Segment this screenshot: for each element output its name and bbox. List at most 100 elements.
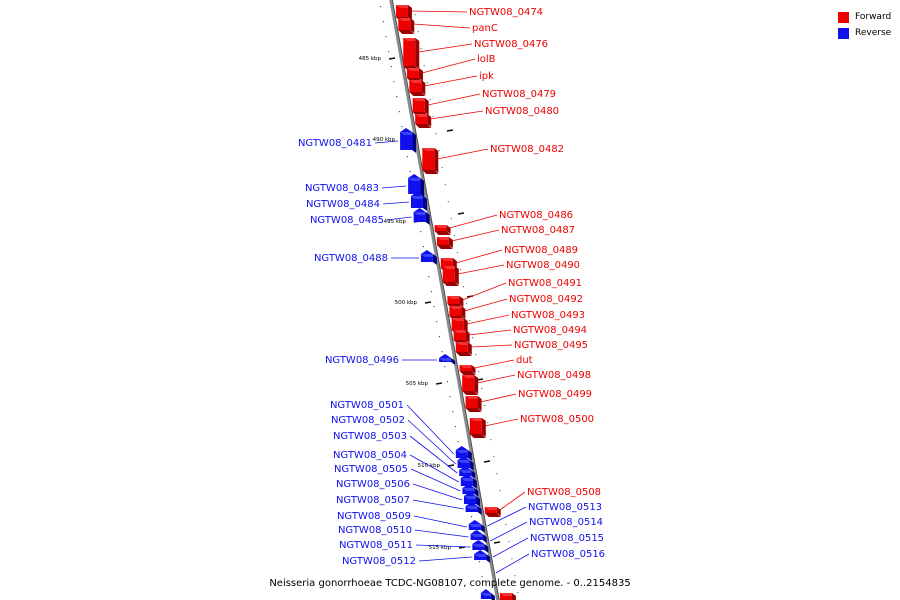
reverse-gene-label[interactable]: NGTW08_0485 xyxy=(310,215,384,226)
reverse-gene-block[interactable] xyxy=(468,520,485,533)
reverse-gene-label[interactable]: NGTW08_0513 xyxy=(528,502,602,513)
reverse-gene-label[interactable]: NGTW08_0481 xyxy=(298,138,372,149)
reverse-gene-label[interactable]: NGTW08_0515 xyxy=(530,533,604,544)
forward-gene-leader xyxy=(413,23,471,29)
reverse-gene-label[interactable]: NGTW08_0506 xyxy=(336,479,410,490)
forward-gene-block[interactable] xyxy=(409,80,426,96)
reverse-gene-label[interactable]: NGTW08_0503 xyxy=(333,431,407,442)
reverse-gene-block[interactable] xyxy=(459,466,476,479)
reverse-gene-block[interactable] xyxy=(472,540,489,553)
forward-gene-leader xyxy=(474,359,515,369)
reverse-gene-label[interactable]: NGTW08_0484 xyxy=(306,199,380,210)
reverse-gene-leader xyxy=(374,140,399,144)
forward-gene-label[interactable]: NGTW08_0474 xyxy=(469,7,543,18)
legend-forward[interactable]: Forward xyxy=(838,9,891,25)
forward-gene-label[interactable]: NGTW08_0494 xyxy=(513,325,587,336)
track-dot xyxy=(478,371,480,373)
legend-reverse[interactable]: Reverse xyxy=(838,25,891,41)
forward-gene-label[interactable]: NGTW08_0492 xyxy=(509,294,583,305)
track-dot xyxy=(453,235,456,237)
reverse-gene-label[interactable]: NGTW08_0483 xyxy=(305,183,379,194)
reverse-gene-block[interactable] xyxy=(465,502,482,515)
forward-gene-block[interactable] xyxy=(455,342,472,356)
reverse-gene-block[interactable] xyxy=(462,484,479,497)
reverse-gene-block[interactable] xyxy=(457,456,474,471)
reverse-gene-label[interactable]: NGTW08_0501 xyxy=(330,400,404,411)
forward-gene-block[interactable] xyxy=(406,68,423,82)
forward-gene-leader xyxy=(451,229,500,242)
forward-gene-block[interactable] xyxy=(412,98,429,116)
forward-gene-label[interactable]: NGTW08_0495 xyxy=(514,340,588,351)
forward-gene-label[interactable]: NGTW08_0490 xyxy=(506,260,580,271)
reverse-gene-block[interactable] xyxy=(460,474,477,489)
forward-gene-block[interactable] xyxy=(422,148,439,174)
forward-gene-block[interactable] xyxy=(459,365,476,375)
forward-gene-block[interactable] xyxy=(499,593,516,600)
reverse-gene-label[interactable]: NGTW08_0504 xyxy=(333,450,407,461)
forward-gene-block[interactable] xyxy=(436,237,453,249)
reverse-gene-block[interactable] xyxy=(464,492,480,507)
forward-gene-label[interactable]: NGTW08_0493 xyxy=(511,310,585,321)
kbp-tick-label: 515 kbp xyxy=(429,545,452,551)
forward-gene-block[interactable] xyxy=(453,330,470,344)
reverse-gene-block[interactable] xyxy=(480,589,495,600)
reverse-gene-label[interactable]: NGTW08_0514 xyxy=(529,517,603,528)
forward-gene-label[interactable]: ipk xyxy=(479,71,494,82)
forward-gene-label[interactable]: NGTW08_0508 xyxy=(527,487,601,498)
forward-gene-label[interactable]: NGTW08_0499 xyxy=(518,389,592,400)
forward-gene-leader xyxy=(430,110,484,120)
reverse-gene-label[interactable]: NGTW08_0511 xyxy=(339,540,413,551)
forward-gene-label[interactable]: lolB xyxy=(477,54,496,65)
forward-gene-block[interactable] xyxy=(442,266,459,286)
reverse-gene-label[interactable]: NGTW08_0507 xyxy=(336,495,410,506)
forward-gene-label[interactable]: NGTW08_0479 xyxy=(482,89,556,100)
reverse-gene-label[interactable]: NGTW08_0502 xyxy=(331,415,405,426)
forward-gene-label[interactable]: dut xyxy=(516,355,533,366)
reverse-gene-label[interactable]: NGTW08_0510 xyxy=(338,525,412,536)
reverse-gene-block[interactable] xyxy=(455,446,472,461)
forward-gene-block[interactable] xyxy=(403,38,420,70)
forward-gene-label[interactable]: NGTW08_0500 xyxy=(520,414,594,425)
reverse-gene-block[interactable] xyxy=(439,354,456,365)
forward-gene-label[interactable]: NGTW08_0489 xyxy=(504,245,578,256)
reverse-gene-leader xyxy=(386,216,412,221)
reverse-gene-block[interactable] xyxy=(408,174,425,197)
forward-gene-label[interactable]: NGTW08_0476 xyxy=(474,39,548,50)
forward-gene-leader xyxy=(437,148,489,160)
kbp-tick-mark xyxy=(424,301,432,304)
forward-gene-label[interactable]: panC xyxy=(472,23,498,34)
reverse-gene-block[interactable] xyxy=(400,128,417,153)
forward-gene-label[interactable]: NGTW08_0491 xyxy=(508,278,582,289)
forward-gene-block[interactable] xyxy=(415,114,432,128)
forward-gene-block[interactable] xyxy=(469,418,486,438)
reverse-gene-block[interactable] xyxy=(410,192,427,211)
forward-gene-label[interactable]: NGTW08_0498 xyxy=(517,370,591,381)
reverse-gene-label[interactable]: NGTW08_0488 xyxy=(314,253,388,264)
forward-gene-leader xyxy=(424,75,478,87)
reverse-gene-label[interactable]: NGTW08_0505 xyxy=(334,464,408,475)
forward-gene-label[interactable]: NGTW08_0482 xyxy=(490,144,564,155)
kbp-tick-mark xyxy=(388,57,396,60)
reverse-gene-leader xyxy=(382,201,409,205)
forward-gene-block[interactable] xyxy=(462,375,479,395)
reverse-gene-leader xyxy=(409,435,458,474)
kbp-tick-label: 490 kbp xyxy=(373,137,396,143)
forward-gene-block[interactable] xyxy=(434,225,451,235)
forward-gene-block[interactable] xyxy=(398,18,415,34)
forward-gene-label[interactable]: NGTW08_0487 xyxy=(501,225,575,236)
reverse-gene-label[interactable]: NGTW08_0509 xyxy=(337,511,411,522)
reverse-gene-label[interactable]: NGTW08_0512 xyxy=(342,556,416,567)
forward-gene-block[interactable] xyxy=(484,507,501,517)
track-dot xyxy=(393,81,395,83)
reverse-gene-block[interactable] xyxy=(470,530,487,543)
reverse-gene-block[interactable] xyxy=(413,208,430,225)
reverse-gene-block[interactable] xyxy=(474,550,491,563)
reverse-gene-block[interactable] xyxy=(420,250,437,265)
track-dot xyxy=(473,531,475,533)
forward-gene-label[interactable]: NGTW08_0480 xyxy=(485,106,559,117)
forward-gene-label[interactable]: NGTW08_0486 xyxy=(499,210,573,221)
reverse-gene-label[interactable]: NGTW08_0496 xyxy=(325,355,399,366)
forward-gene-block[interactable] xyxy=(465,396,482,412)
forward-gene-block[interactable] xyxy=(449,306,466,320)
reverse-gene-label[interactable]: NGTW08_0516 xyxy=(531,549,605,560)
